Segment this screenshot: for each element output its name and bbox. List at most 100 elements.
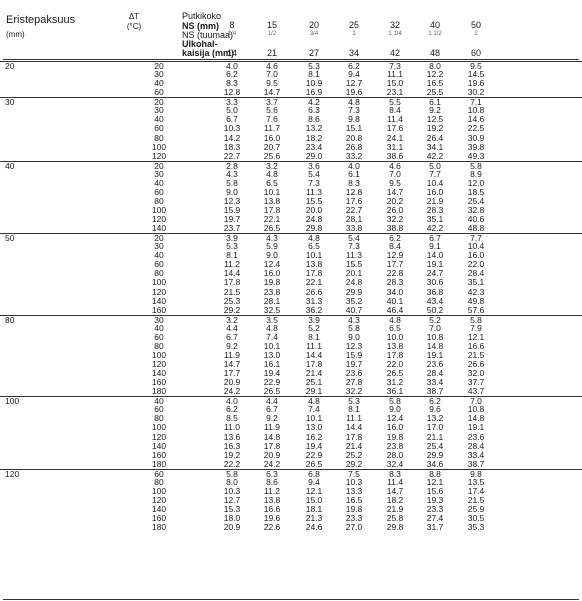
- table-row: 120 12.7 13.8 15.0 16.5 18.2 19.3 21.5: [0, 494, 582, 505]
- table-row: 60 10.3 11.7 13.2 15.1 17.6 19.2 22.5: [0, 124, 582, 133]
- heat-loss-value: 7.4: [266, 331, 278, 342]
- heat-loss-value: 11.3: [346, 250, 362, 261]
- heat-loss-value: 21.9: [426, 195, 444, 206]
- delta-t-value: 120: [151, 359, 167, 369]
- column-ns-inch: 1/4: [227, 31, 237, 37]
- heat-loss-value: 8.1: [308, 69, 320, 80]
- heat-loss-value: 20.0: [305, 205, 323, 215]
- heat-loss-value: 11.2: [264, 485, 280, 496]
- heat-loss-value: 14.5: [467, 69, 485, 80]
- column-ns-mm: 8: [229, 20, 235, 30]
- heat-loss-value: 9.2: [226, 340, 238, 351]
- heat-loss-value: 23.8: [386, 440, 404, 451]
- heat-loss-value: 19.4: [305, 440, 323, 451]
- heat-loss-value: 6.2: [389, 233, 401, 244]
- table-row: 40 8.1 9.0 10.1 11.3 12.9 14.0 16.0: [0, 251, 582, 260]
- column-ns-inch: 1 1/4: [388, 31, 402, 37]
- table-row: 80 8.5 9.2 10.1 11.1 12.4 13.2 14.8: [0, 414, 582, 423]
- heat-loss-value: 4.3: [348, 314, 360, 325]
- heat-loss-value: 42.2: [426, 223, 444, 234]
- heat-loss-value: 25.4: [467, 195, 485, 206]
- heat-loss-value: 4.8: [348, 97, 360, 108]
- heat-loss-value: 5.0: [226, 105, 238, 116]
- heat-loss-value: 8.8: [429, 468, 441, 479]
- heat-loss-value: 35.2: [345, 295, 363, 306]
- heat-loss-value: 24.6: [305, 522, 323, 533]
- delta-t-value: 60: [154, 186, 164, 197]
- table-row: 140 16.3 17.8 19.4 21.4 23.8 25.4 28.4: [0, 440, 582, 451]
- heat-loss-value: 49.3: [467, 150, 485, 161]
- heat-loss-value: 18.0: [223, 513, 241, 523]
- heat-loss-value: 57.6: [467, 304, 485, 315]
- delta-t-unit: (°C): [126, 22, 142, 31]
- table-row: 120 21.5 23.8 26.6 29.9 34.0 36.8 42.3: [0, 286, 582, 297]
- heat-loss-value: 12.7: [345, 78, 363, 89]
- heat-loss-value: 40.7: [345, 304, 363, 315]
- heat-loss-value: 13.6: [223, 431, 241, 442]
- heat-loss-value: 30.5: [467, 513, 485, 523]
- heat-loss-value: 11.9: [224, 349, 240, 360]
- heat-loss-value: 12.2: [426, 69, 444, 80]
- heat-loss-value: 20.8: [345, 132, 363, 143]
- heat-loss-value: 10.4: [467, 241, 485, 252]
- heat-loss-value: 10.9: [305, 78, 323, 89]
- heat-loss-value: 21.4: [305, 368, 323, 378]
- heat-loss-value: 28.3: [386, 277, 404, 288]
- heat-loss-value: 36.2: [305, 304, 323, 315]
- delta-t-value: 140: [151, 295, 167, 306]
- heat-loss-value: 22.9: [263, 377, 281, 388]
- table-row: 40 6.7 7.6 8.6 9.8 11.4 12.5 14.6: [0, 115, 582, 124]
- delta-t-value: 100: [151, 141, 167, 152]
- heat-loss-value: 16.0: [263, 268, 281, 279]
- heat-loss-value: 35.1: [426, 214, 444, 224]
- heat-loss-value: 12.1: [426, 476, 444, 487]
- heat-loss-value: 9.2: [429, 105, 441, 116]
- table-row: 30 4.3 4.8 5.4 6.1 7.0 7.7 8.9: [0, 169, 582, 179]
- column-ns-mm: 50: [470, 20, 481, 30]
- heat-loss-value: 19.7: [223, 214, 241, 224]
- heat-loss-value: 23.8: [263, 286, 281, 297]
- heat-loss-value: 16.0: [386, 422, 404, 433]
- heat-loss-value: 11.2: [224, 259, 240, 270]
- heat-loss-value: 49.8: [467, 295, 485, 306]
- heat-loss-value: 12.8: [345, 186, 363, 197]
- delta-t-value: 180: [151, 458, 167, 469]
- heat-loss-value: 14.8: [263, 431, 281, 442]
- heat-loss-value: 29.0: [305, 150, 323, 161]
- delta-t-value: 120: [151, 494, 167, 505]
- delta-t-value: 40: [154, 177, 164, 188]
- heat-loss-value: 4.0: [226, 396, 238, 407]
- column-outer-diameter: 21: [266, 48, 277, 58]
- heat-loss-value: 16.2: [305, 431, 323, 442]
- heat-loss-value: 14.4: [345, 422, 363, 433]
- delta-t-value: 160: [151, 304, 167, 315]
- heat-loss-value: 8.3: [348, 177, 360, 188]
- heat-loss-value: 10.1: [305, 413, 323, 424]
- delta-t-value: 30: [154, 241, 164, 252]
- heat-loss-value: 43.4: [426, 295, 444, 306]
- heat-loss-value: 24.2: [223, 386, 241, 397]
- heat-loss-value: 18.2: [386, 494, 404, 505]
- heat-loss-value: 4.0: [226, 61, 238, 71]
- table-row: 100 15.9 17.8 20.0 22.7 26.0 28.3 32.8: [0, 206, 582, 215]
- heat-loss-value: 19.8: [263, 277, 281, 288]
- heat-loss-value: 17.4: [467, 485, 485, 496]
- column-outer-diameter: 34: [348, 48, 359, 58]
- heat-loss-value: 3.3: [226, 97, 238, 108]
- heat-loss-value: 14.0: [426, 250, 444, 261]
- heat-loss-value: 7.5: [348, 468, 360, 479]
- table-row: 180 20.9 22.6 24.6 27.0 29.8 31.7 35.3: [0, 523, 582, 532]
- heat-loss-value: 31.7: [426, 522, 444, 533]
- heat-loss-value: 5.2: [429, 314, 441, 325]
- heat-loss-value: 4.0: [348, 160, 360, 171]
- heat-loss-value: 12.3: [223, 195, 241, 206]
- table-row: 180 24.2 26.5 29.1 32.2 36.1 38.7 43.7: [0, 387, 582, 396]
- heat-loss-value: 6.1: [429, 97, 441, 108]
- table-row: 40 20 2.8 3.2 3.6 4.0 4.6 5.0 5.8: [0, 160, 582, 171]
- delta-t-value: 20: [154, 97, 164, 108]
- table-row: 30 6.2 7.0 8.1 9.4 11.1 12.2 14.5: [0, 70, 582, 79]
- heat-loss-value: 36.8: [426, 286, 444, 297]
- delta-t-value: 60: [154, 468, 164, 479]
- heat-loss-value: 14.7: [386, 485, 404, 496]
- heat-loss-value: 9.0: [226, 186, 238, 197]
